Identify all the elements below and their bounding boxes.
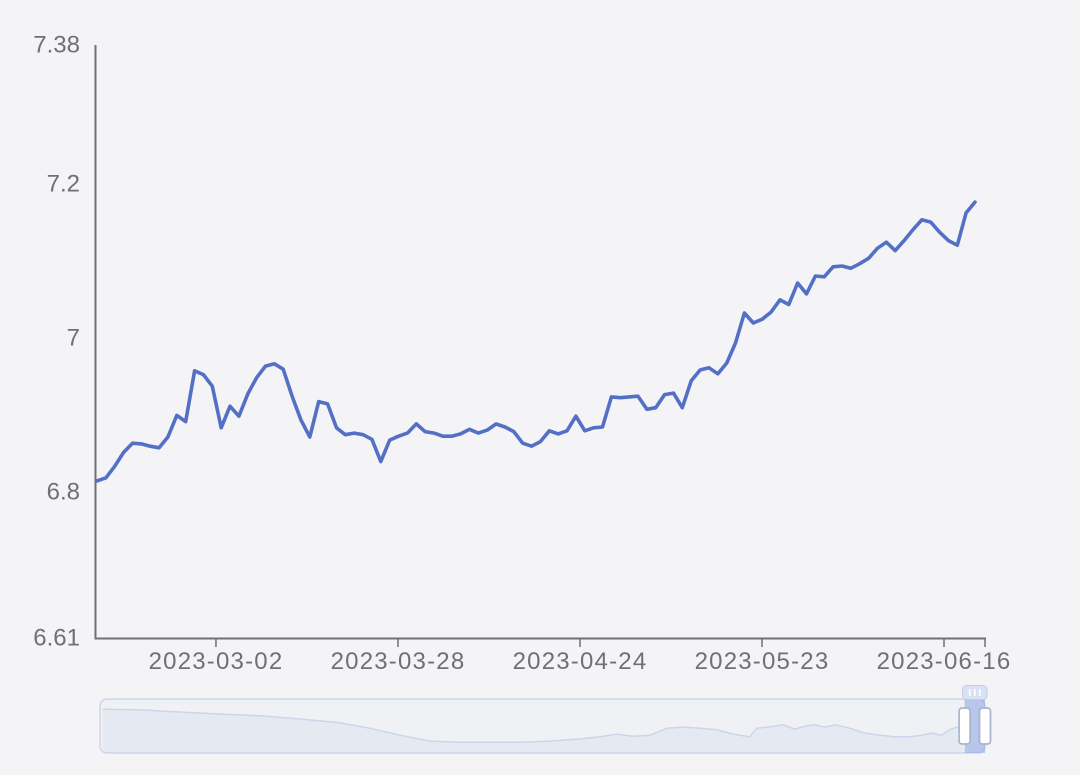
x-axis: 2023-03-02 2023-03-28 2023-04-24 2023-05… [149,648,1012,675]
x-axis-label: 2023-05-23 [695,648,830,675]
y-axis-label: 7.2 [47,171,80,198]
price-line-series [95,200,977,483]
x-axis-label: 2023-03-02 [149,648,284,675]
x-axis-label: 2023-03-28 [331,648,466,675]
y-axis: 7.38 7.2 7 6.8 6.61 [33,32,80,652]
x-axis-label: 2023-06-16 [877,648,1012,675]
y-axis-label: 6.61 [33,625,80,652]
y-axis-label: 7 [67,325,80,352]
y-axis-label: 7.38 [33,32,80,59]
datazoom-move-handle-grip-icon [968,689,981,696]
x-axis-ticks [215,639,986,647]
datazoom-handle-left[interactable] [958,707,971,745]
datazoom-data-shadow [102,709,963,753]
datazoom-handle-right[interactable] [978,707,992,745]
datazoom-data-shadow-line [102,708,964,743]
y-axis-label: 6.8 [47,479,80,506]
datazoom-slider[interactable] [99,685,992,754]
x-axis-label: 2023-04-24 [513,648,648,675]
